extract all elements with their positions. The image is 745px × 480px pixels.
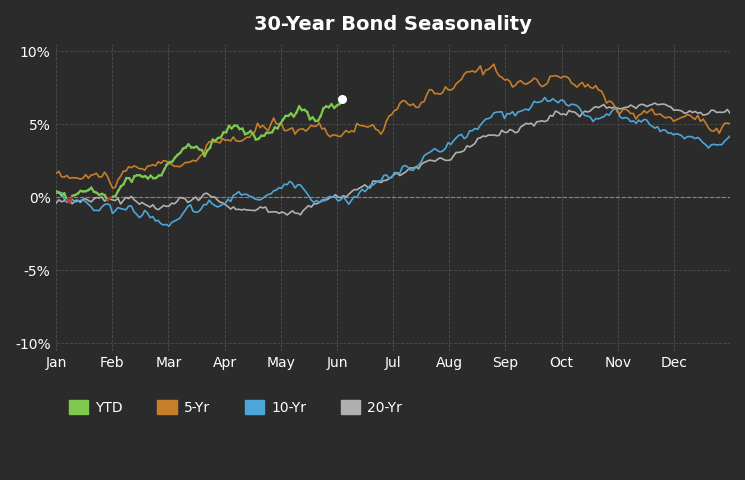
Title: 30-Year Bond Seasonality: 30-Year Bond Seasonality	[254, 15, 532, 34]
Legend: YTD, 5-Yr, 10-Yr, 20-Yr: YTD, 5-Yr, 10-Yr, 20-Yr	[63, 395, 408, 420]
